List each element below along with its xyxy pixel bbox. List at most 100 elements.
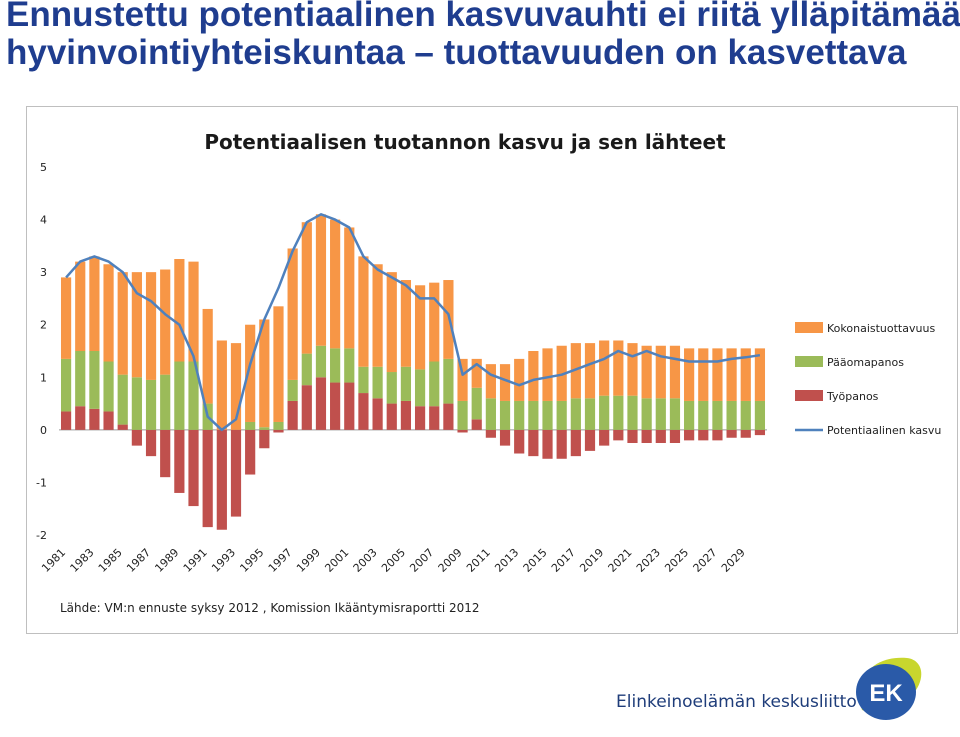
bar-segment — [514, 429, 525, 454]
bar-segment — [499, 364, 511, 401]
legend-label: Kokonaistuottavuus — [827, 322, 935, 335]
bar-segment — [599, 395, 610, 430]
bar-segment — [315, 377, 327, 430]
bar-segment — [698, 400, 709, 430]
bar-segment — [542, 348, 553, 401]
bar-segment — [89, 351, 100, 409]
bar-segment — [613, 340, 624, 396]
bar-segment — [669, 429, 681, 443]
y-tick-label: -2 — [36, 529, 47, 542]
bar-segment — [740, 429, 751, 438]
bar-segment — [655, 398, 666, 430]
bar-segment — [145, 272, 157, 380]
bar-segment — [414, 285, 426, 370]
bar-segment — [372, 366, 383, 399]
bar-segment — [655, 345, 666, 399]
bar-segment — [641, 345, 652, 399]
bar-segment — [584, 429, 596, 451]
x-tick-label: 2023 — [634, 546, 663, 575]
bar-segment — [344, 382, 355, 430]
x-tick-label: 2021 — [606, 546, 635, 575]
bar-segment — [471, 387, 482, 420]
bar-segment — [273, 306, 284, 422]
bar-segment — [613, 395, 624, 430]
legend: Kokonaistuottavuus Pääomapanos Työpanos Pot… — [795, 322, 941, 437]
bar-segment — [740, 400, 751, 430]
bar-segment — [386, 403, 397, 430]
bar-segment — [287, 400, 298, 430]
y-tick-label: 3 — [40, 266, 47, 279]
bar-segment — [669, 398, 681, 430]
bar-segment — [216, 429, 227, 530]
bar-segment — [131, 377, 142, 430]
x-tick-label: 1983 — [68, 546, 97, 575]
chart-frame: Potentiaalisen tuotannon kasvu ja sen lä… — [26, 106, 958, 634]
bar-segment — [726, 400, 737, 430]
x-tick-label: 2007 — [407, 546, 436, 575]
bar-segment — [698, 348, 709, 401]
bar-segment — [75, 351, 86, 407]
bar-segment — [358, 366, 369, 394]
logo-mark-text: EK — [869, 680, 903, 707]
bar-segment — [485, 429, 496, 438]
bar-segment — [117, 424, 128, 430]
y-tick-label: -1 — [36, 476, 47, 489]
bar-segment — [358, 256, 369, 367]
bar-segment — [471, 419, 482, 430]
logo-text: Elinkeinoelämän keskusliitto — [616, 692, 857, 712]
bar-segment — [528, 400, 539, 430]
x-tick-label: 2005 — [379, 546, 408, 575]
legend-label: Työpanos — [826, 390, 879, 403]
bar-segment — [145, 379, 157, 430]
bar-segment — [684, 429, 695, 441]
bar-segment — [188, 429, 199, 507]
bar-segment — [287, 379, 298, 401]
bar-segment — [754, 429, 766, 436]
y-tick-label: 0 — [40, 424, 47, 437]
slide-title: Ennustettu potentiaalinen kasvuvauhti ei… — [6, 0, 960, 72]
bar-segment — [103, 361, 114, 412]
bar-segment — [726, 429, 737, 438]
x-tick-label: 1981 — [39, 546, 68, 575]
bar-segment — [485, 398, 496, 430]
bar-segment — [414, 369, 426, 407]
bar-segment — [754, 400, 766, 430]
bar-segment — [514, 358, 525, 401]
bar-segment — [259, 319, 270, 428]
y-tick-label: 5 — [40, 161, 47, 174]
bar-segment — [344, 348, 355, 383]
bar-segment — [330, 382, 341, 430]
bar-segment — [400, 400, 412, 430]
bar-segment — [273, 421, 284, 430]
bar-segment — [457, 358, 468, 401]
bar-segment — [655, 429, 666, 443]
bar-segment — [174, 259, 185, 362]
bar-segment — [641, 429, 652, 443]
legend-label: Potentiaalinen kasvu — [827, 424, 941, 437]
bar-segment — [443, 403, 454, 430]
bar-segment — [429, 406, 440, 430]
bar-segment — [230, 429, 242, 517]
bar-segment — [60, 358, 72, 412]
bar-segment — [599, 429, 610, 446]
x-tick-label: 1997 — [266, 546, 295, 575]
bar-segment — [330, 348, 341, 383]
slide-title-line-1: Ennustettu potentiaalinen kasvuvauhti ei… — [6, 0, 960, 34]
bar-segment — [245, 324, 256, 422]
bar-segment — [570, 429, 581, 457]
ek-logo: Elinkeinoelämän keskusliitto EK — [616, 648, 946, 728]
bar-segment — [712, 429, 723, 441]
bar-segment — [386, 372, 397, 404]
bar-segment — [315, 214, 327, 346]
bar-segment — [145, 429, 157, 457]
bar-segment — [457, 429, 468, 433]
bar-segment — [414, 406, 426, 430]
bar-segment — [485, 364, 496, 399]
bar-segment — [499, 429, 511, 446]
bar-segment — [684, 400, 695, 430]
bar-segment — [627, 343, 638, 396]
legend-swatch — [795, 322, 823, 333]
bar-segment — [457, 400, 468, 430]
slide-title-line-2: hyvinvointiyhteiskuntaa – tuottavuuden o… — [6, 33, 907, 72]
bar-segment — [344, 227, 355, 349]
